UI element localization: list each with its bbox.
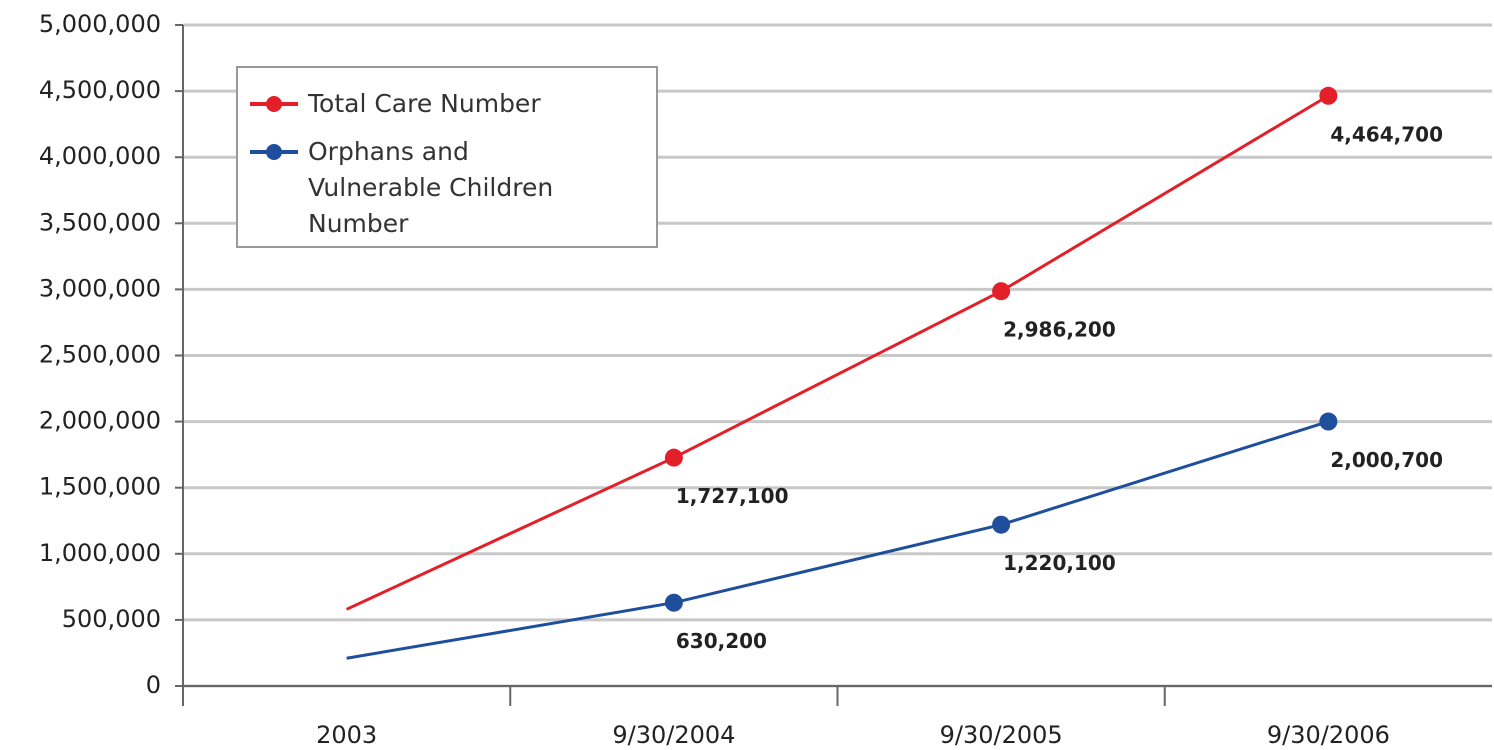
value-label: 1,727,100 (676, 484, 789, 508)
y-tick-label: 1,000,000 (39, 539, 161, 567)
data-point (1319, 86, 1338, 105)
y-tick-label: 4,500,000 (39, 76, 161, 104)
x-tick-label: 9/30/2004 (612, 721, 735, 749)
y-tick-label: 1,500,000 (39, 473, 161, 501)
y-tick-label: 5,000,000 (39, 10, 161, 38)
legend-marker (266, 96, 282, 112)
data-point (1319, 412, 1338, 431)
value-label: 2,986,200 (1003, 318, 1116, 342)
value-label: 4,464,700 (1330, 122, 1443, 146)
data-point (992, 282, 1011, 301)
x-tick-label: 9/30/2006 (1267, 721, 1390, 749)
legend: Total Care Number Orphans and Vulnerable … (236, 66, 658, 248)
value-label: 1,220,100 (1003, 551, 1116, 575)
legend-marker (266, 144, 282, 160)
data-point (664, 593, 683, 612)
y-tick-label: 2,000,000 (39, 407, 161, 435)
y-tick-label: 3,000,000 (39, 274, 161, 302)
legend-label: Orphans and Vulnerable Children Number (308, 137, 554, 238)
legend-swatch (250, 144, 298, 160)
x-tick-label: 2003 (316, 721, 377, 749)
data-point (992, 515, 1011, 534)
y-tick-label: 500,000 (62, 605, 161, 633)
y-tick-label: 4,000,000 (39, 142, 161, 170)
legend-label: Total Care Number (308, 89, 541, 118)
legend-item: Total Care Number (248, 86, 646, 122)
y-tick-label: 0 (146, 671, 161, 699)
legend-item: Orphans and Vulnerable Children Number (248, 134, 646, 242)
data-point (664, 448, 683, 467)
y-tick-label: 2,500,000 (39, 341, 161, 369)
series-line (346, 420, 1329, 660)
value-label: 2,000,700 (1330, 448, 1443, 472)
legend-swatch (250, 96, 298, 112)
x-tick-label: 9/30/2005 (940, 721, 1063, 749)
y-tick-label: 3,500,000 (39, 208, 161, 236)
value-label: 630,200 (676, 629, 767, 653)
series-line (345, 94, 1330, 611)
